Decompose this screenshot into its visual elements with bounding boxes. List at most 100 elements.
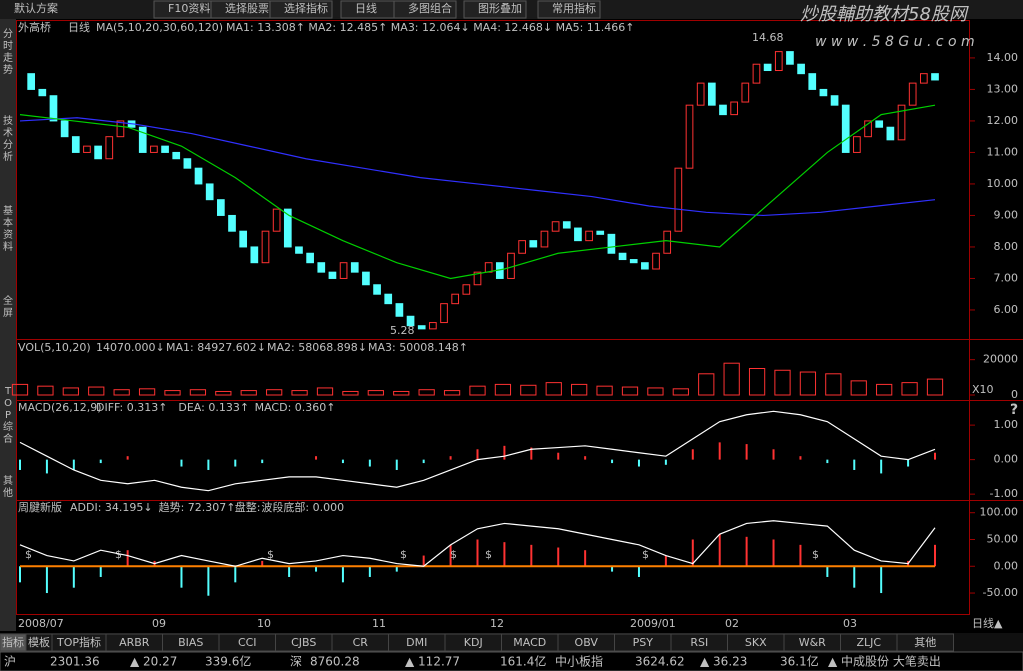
tab-label[interactable]: OBV <box>575 636 599 649</box>
signal-marker: $ <box>267 548 274 561</box>
scale-note: X10 <box>972 383 994 396</box>
readout: MA4: 12.468↓ <box>473 21 552 34</box>
volume-bar <box>748 368 766 396</box>
tab-label[interactable]: PSY <box>633 636 654 649</box>
candle <box>529 240 538 248</box>
status-item: 8760.28 <box>310 655 360 669</box>
tab-label[interactable]: 指标 <box>2 635 24 649</box>
side-tab-label[interactable]: 走 <box>3 52 13 64</box>
volume-bar <box>316 387 334 396</box>
side-tab-label[interactable]: 势 <box>3 63 13 76</box>
volume-bar <box>266 389 283 396</box>
candle <box>752 63 761 84</box>
side-tab-label[interactable]: 综 <box>3 420 13 433</box>
tab-label[interactable]: RSI <box>690 636 708 649</box>
tab-label[interactable]: MACD <box>513 636 546 649</box>
y-tick-label: 8.00 <box>994 240 1019 253</box>
tab-label[interactable]: ARBR <box>119 636 150 649</box>
panel-title: 外高桥 <box>18 20 51 34</box>
side-tab-label[interactable]: 时 <box>3 40 13 52</box>
y-tick-label: 6.00 <box>994 303 1019 316</box>
volume-bar <box>393 390 410 396</box>
candle <box>38 88 47 97</box>
volume-bar <box>901 382 918 396</box>
toolbar-button[interactable] <box>537 0 601 19</box>
volume-bar <box>723 362 740 396</box>
tab-label[interactable]: CR <box>353 636 369 649</box>
tab-label[interactable]: 其他 <box>914 636 936 649</box>
candle <box>652 252 660 270</box>
candle <box>551 221 560 232</box>
toolbar-button-label[interactable]: 选择指标 <box>284 1 328 15</box>
readout: MA2: 58068.898↓ <box>267 341 367 354</box>
side-tab-label[interactable]: O <box>4 398 12 409</box>
volume-bar <box>494 383 512 396</box>
candle <box>228 214 236 232</box>
candle <box>629 259 638 264</box>
readout: DEA: 0.133↑ <box>178 401 249 414</box>
date-label: 02 <box>725 617 739 630</box>
tab-label[interactable]: CJBS <box>291 636 316 649</box>
y-tick-label: 0 <box>1011 388 1018 401</box>
tab-label[interactable]: DMI <box>406 636 427 649</box>
side-tab-label[interactable]: 屏 <box>3 307 13 319</box>
tab-label[interactable]: BIAS <box>178 636 203 649</box>
side-tab-label[interactable]: 全 <box>3 294 13 307</box>
side-tab-label[interactable]: 合 <box>3 432 13 445</box>
tab-label[interactable]: CCI <box>238 636 257 649</box>
date-label: 09 <box>152 617 166 630</box>
tab-label[interactable]: 模板 <box>28 635 50 649</box>
volume-bar <box>621 386 639 396</box>
candle <box>897 104 906 141</box>
side-tab-label[interactable]: 分 <box>3 28 13 40</box>
signal-marker: $ <box>485 548 492 561</box>
volume-bar <box>418 389 435 396</box>
toolbar-button[interactable] <box>269 0 333 19</box>
side-tab-label[interactable]: 分 <box>3 139 13 151</box>
toolbar-button-label[interactable]: 常用指标 <box>552 1 596 15</box>
volume-bar <box>520 384 537 396</box>
scheme-menu[interactable]: 默认方案 <box>14 1 58 15</box>
readout: MA5: 11.466↑ <box>556 21 635 34</box>
side-tab-label[interactable]: 资 <box>3 229 13 241</box>
tab[interactable] <box>896 633 954 652</box>
candle <box>931 73 939 81</box>
side-tab-label[interactable]: 基 <box>3 204 13 217</box>
side-tab-label[interactable]: P <box>5 410 11 421</box>
toolbar-button-label[interactable]: 图形叠加 <box>478 2 522 15</box>
side-tab-label[interactable]: 他 <box>3 486 13 499</box>
toolbar-button[interactable] <box>393 0 457 19</box>
tab-label[interactable]: W&R <box>799 636 826 649</box>
candle <box>362 271 370 286</box>
side-tab-label[interactable]: 料 <box>3 240 13 253</box>
toolbar-button-label[interactable]: F10资料 <box>168 1 210 15</box>
side-tab-label[interactable]: 技 <box>3 114 13 127</box>
candle <box>797 63 805 75</box>
toolbar-button[interactable] <box>463 0 527 19</box>
side-tab-label[interactable]: 术 <box>3 127 13 139</box>
candle <box>685 104 694 169</box>
tab-label[interactable]: ZLJC <box>856 636 881 649</box>
candle <box>841 104 850 153</box>
volume-bar <box>443 390 461 396</box>
side-tab-label[interactable]: 析 <box>3 150 13 163</box>
side-tab-label[interactable]: 本 <box>3 216 13 229</box>
toolbar-button-label[interactable]: 日线 <box>355 1 377 15</box>
y-tick-label: 9.00 <box>994 208 1019 221</box>
candle <box>663 230 672 254</box>
tab-label[interactable]: SKX <box>745 636 767 649</box>
tab-label[interactable]: TOP指标 <box>56 635 101 649</box>
plot-frame <box>16 20 970 615</box>
candle <box>395 303 404 317</box>
date-label: 2009/01 <box>630 617 676 630</box>
side-tab-label[interactable]: T <box>4 386 12 397</box>
volume-bar <box>215 390 232 396</box>
toolbar-button-label[interactable]: 选择股票 <box>225 1 269 15</box>
period-switch[interactable]: 日线▲ <box>972 616 1003 630</box>
toolbar-button-label[interactable]: 多图组合 <box>408 1 452 15</box>
tab-label[interactable]: KDJ <box>464 636 483 649</box>
side-tab-label[interactable]: 其 <box>3 475 13 487</box>
candle <box>451 293 460 305</box>
help-icon[interactable]: ? <box>1010 402 1018 418</box>
signal-marker: $ <box>25 548 32 561</box>
